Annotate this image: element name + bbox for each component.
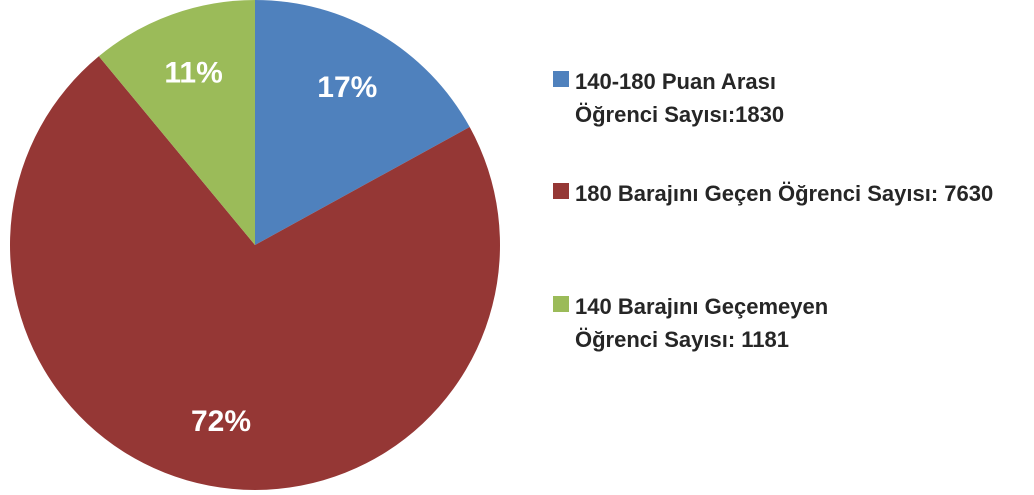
legend-label: 180 Barajını Geçen Öğrenci Sayısı: 7630 (575, 181, 994, 206)
legend-swatch (553, 296, 569, 312)
legend-swatch (553, 183, 569, 199)
legend-item: 180 Barajını Geçen Öğrenci Sayısı: 7630 (553, 177, 1023, 210)
data-label: 11% (164, 56, 222, 89)
pie-slice (98, 0, 256, 245)
legend-swatch (553, 71, 569, 87)
pie-slice (9, 56, 500, 491)
data-label: 17% (317, 71, 377, 104)
legend-label: 140 Barajını Geçemeyen Öğrenci Sayısı: 1… (575, 294, 829, 352)
pie: 17% 72% 11% (9, 0, 500, 491)
data-label: 72% (191, 405, 251, 438)
pie-slice (255, 0, 470, 245)
legend-label: 140-180 Puan Arası Öğrenci Sayısı:1830 (575, 69, 785, 127)
legend-item: 140-180 Puan Arası Öğrenci Sayısı:1830 (553, 65, 1023, 131)
legend-item: 140 Barajını Geçemeyen Öğrenci Sayısı: 1… (553, 290, 1023, 356)
